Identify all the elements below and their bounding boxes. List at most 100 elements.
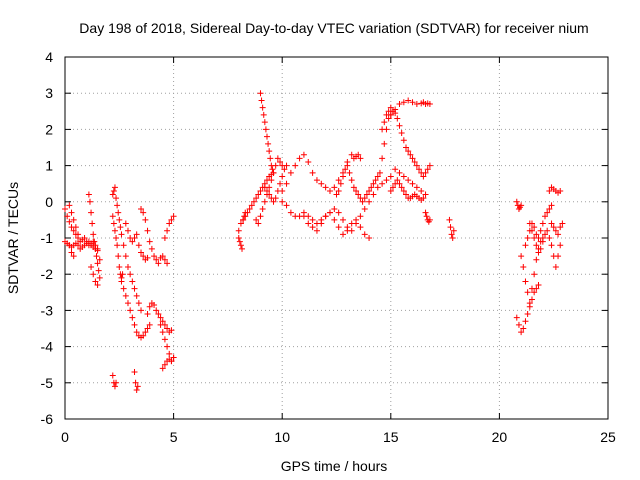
data-point bbox=[370, 191, 377, 198]
data-point bbox=[409, 99, 416, 106]
data-point bbox=[559, 220, 566, 227]
data-point bbox=[257, 187, 264, 194]
data-point bbox=[260, 111, 267, 118]
data-point bbox=[348, 177, 355, 184]
data-point bbox=[309, 169, 316, 176]
data-point bbox=[526, 300, 533, 307]
data-point bbox=[528, 296, 535, 303]
data-point bbox=[86, 198, 93, 205]
data-point bbox=[95, 267, 102, 274]
data-point bbox=[420, 195, 427, 202]
data-point bbox=[242, 209, 249, 216]
data-point bbox=[548, 202, 555, 209]
data-point bbox=[266, 148, 273, 155]
data-point bbox=[544, 227, 551, 234]
data-point bbox=[115, 209, 122, 216]
data-point bbox=[335, 187, 342, 194]
data-point bbox=[146, 321, 153, 328]
data-point bbox=[134, 383, 141, 390]
data-point bbox=[396, 169, 403, 176]
data-point bbox=[418, 187, 425, 194]
data-point bbox=[246, 206, 253, 213]
data-point bbox=[135, 242, 142, 249]
data-point bbox=[118, 231, 125, 238]
data-point bbox=[122, 253, 129, 260]
data-point bbox=[520, 325, 527, 332]
data-point bbox=[118, 278, 125, 285]
data-point bbox=[157, 314, 164, 321]
data-point bbox=[272, 195, 279, 202]
data-point bbox=[381, 119, 388, 126]
data-point bbox=[265, 140, 272, 147]
data-point bbox=[111, 184, 118, 191]
data-point bbox=[326, 209, 333, 216]
data-point bbox=[235, 235, 242, 241]
data-point bbox=[93, 253, 100, 260]
data-point bbox=[277, 180, 284, 187]
data-point bbox=[398, 184, 405, 191]
data-point bbox=[144, 325, 151, 332]
data-point bbox=[361, 206, 368, 213]
data-point bbox=[89, 220, 96, 227]
data-point bbox=[94, 282, 101, 289]
data-point bbox=[144, 254, 151, 261]
data-point bbox=[168, 327, 175, 334]
chart-title: Day 198 of 2018, Sidereal Day-to-day VTE… bbox=[79, 20, 588, 36]
data-point bbox=[403, 144, 410, 151]
data-point bbox=[164, 260, 171, 267]
data-point bbox=[138, 249, 145, 256]
x-tick-label: 25 bbox=[600, 429, 616, 445]
data-point bbox=[379, 180, 386, 187]
data-point bbox=[133, 231, 140, 238]
data-point bbox=[546, 206, 553, 213]
data-point bbox=[396, 101, 403, 108]
data-point bbox=[127, 307, 134, 314]
data-point bbox=[122, 292, 129, 299]
data-point bbox=[261, 184, 268, 191]
data-point bbox=[528, 285, 535, 292]
data-point bbox=[159, 329, 166, 336]
data-point bbox=[261, 198, 268, 205]
data-point bbox=[331, 184, 338, 191]
data-point bbox=[348, 151, 355, 158]
data-point bbox=[124, 227, 131, 234]
data-point bbox=[331, 216, 338, 223]
data-point bbox=[68, 209, 75, 216]
data-point bbox=[546, 187, 553, 194]
data-point bbox=[124, 263, 131, 270]
data-point bbox=[159, 253, 166, 260]
data-point bbox=[131, 285, 138, 292]
data-point bbox=[131, 235, 138, 241]
x-axis-label: GPS time / hours bbox=[281, 458, 388, 474]
data-point bbox=[270, 169, 277, 176]
data-point bbox=[109, 213, 116, 220]
data-point bbox=[531, 224, 538, 231]
data-point bbox=[361, 195, 368, 202]
data-point bbox=[383, 111, 390, 118]
data-point bbox=[111, 227, 118, 234]
data-point bbox=[552, 227, 559, 234]
y-tick-label: -5 bbox=[41, 375, 54, 391]
data-point bbox=[359, 198, 366, 205]
data-point bbox=[268, 162, 275, 169]
data-point bbox=[274, 155, 281, 162]
data-point bbox=[168, 358, 175, 365]
y-tick-label: -1 bbox=[41, 230, 54, 246]
data-point bbox=[64, 213, 71, 220]
data-point bbox=[379, 126, 386, 133]
data-point bbox=[124, 300, 131, 307]
data-point bbox=[366, 198, 373, 205]
data-point bbox=[379, 155, 386, 162]
data-point bbox=[552, 263, 559, 270]
data-point bbox=[350, 184, 357, 191]
data-point bbox=[155, 260, 162, 267]
y-tick-label: 3 bbox=[45, 85, 53, 101]
data-point bbox=[400, 173, 407, 180]
data-point bbox=[277, 158, 284, 165]
data-point bbox=[394, 115, 401, 122]
data-point bbox=[113, 379, 120, 386]
data-point bbox=[75, 242, 82, 249]
data-point bbox=[385, 115, 392, 122]
data-point bbox=[420, 173, 427, 180]
